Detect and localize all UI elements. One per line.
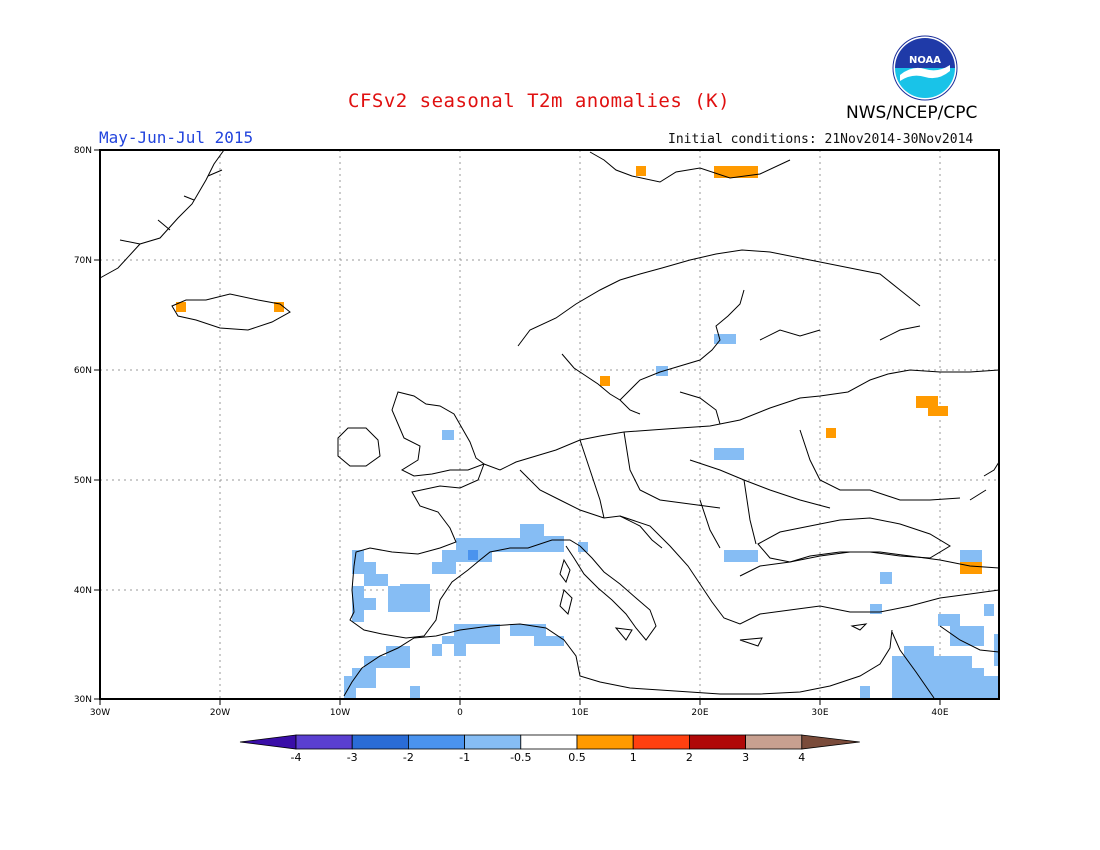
colorbar-label: -4 bbox=[291, 751, 302, 764]
lon-label: 20W bbox=[210, 708, 230, 718]
lon-labels: 30W 20W 10W 0 10E 20E 30E 40E bbox=[90, 708, 949, 718]
colorbar-box bbox=[351, 734, 409, 750]
lon-label: 10W bbox=[330, 708, 350, 718]
chart-title: CFSv2 seasonal T2m anomalies (K) bbox=[348, 90, 731, 112]
lat-label: 70N bbox=[74, 256, 92, 266]
initial-conditions: Initial conditions: 21Nov2014-30Nov2014 bbox=[668, 132, 974, 147]
moderate-cool-cells bbox=[468, 550, 478, 560]
lon-label: 0 bbox=[457, 708, 463, 718]
lon-label: 10E bbox=[571, 708, 588, 718]
noaa-logo: NOAA bbox=[892, 35, 958, 101]
colorbar-label: -1 bbox=[459, 751, 470, 764]
coastlines bbox=[99, 149, 1000, 699]
colorbar-box bbox=[689, 734, 747, 750]
lat-label: 60N bbox=[74, 366, 92, 376]
grid-lines bbox=[100, 150, 999, 699]
agency-label: NWS/NCEP/CPC bbox=[846, 103, 978, 123]
colorbar-label: 2 bbox=[686, 751, 693, 764]
lon-label: 30W bbox=[90, 708, 110, 718]
lat-label: 40N bbox=[74, 586, 92, 596]
axis-ticks bbox=[94, 149, 941, 705]
lat-labels: 80N 70N 60N 50N 40N 30N bbox=[74, 146, 92, 705]
colorbar-box bbox=[520, 734, 578, 750]
colorbar-box bbox=[295, 734, 353, 750]
colorbar-label: 3 bbox=[742, 751, 749, 764]
lat-label: 50N bbox=[74, 476, 92, 486]
colorbar-label: -0.5 bbox=[510, 751, 531, 764]
colorbar-box bbox=[632, 734, 690, 750]
colorbar-box bbox=[576, 734, 634, 750]
warm-anomaly-cells bbox=[176, 166, 982, 574]
lat-label: 80N bbox=[74, 146, 92, 156]
lon-label: 40E bbox=[931, 708, 948, 718]
lon-label: 20E bbox=[691, 708, 708, 718]
colorbar-label: -3 bbox=[347, 751, 358, 764]
colorbar-box bbox=[239, 734, 297, 750]
colorbar-box bbox=[745, 734, 803, 750]
map-frame bbox=[99, 149, 1000, 700]
noaa-logo-text: NOAA bbox=[909, 55, 941, 66]
colorbar-label: -2 bbox=[403, 751, 414, 764]
colorbar-label: 4 bbox=[798, 751, 805, 764]
colorbar-box bbox=[407, 734, 465, 750]
lat-label: 30N bbox=[74, 695, 92, 705]
colorbar-labels: -4 -3 -2 -1 -0.5 0.5 1 2 3 4 bbox=[291, 751, 806, 764]
colorbar-boxes bbox=[239, 734, 860, 750]
colorbar-label: 1 bbox=[630, 751, 637, 764]
forecast-period: May-Jun-Jul 2015 bbox=[99, 128, 254, 147]
colorbar-label: 0.5 bbox=[568, 751, 586, 764]
colorbar-box bbox=[464, 734, 522, 750]
colorbar-box bbox=[801, 734, 860, 750]
lon-label: 30E bbox=[811, 708, 828, 718]
